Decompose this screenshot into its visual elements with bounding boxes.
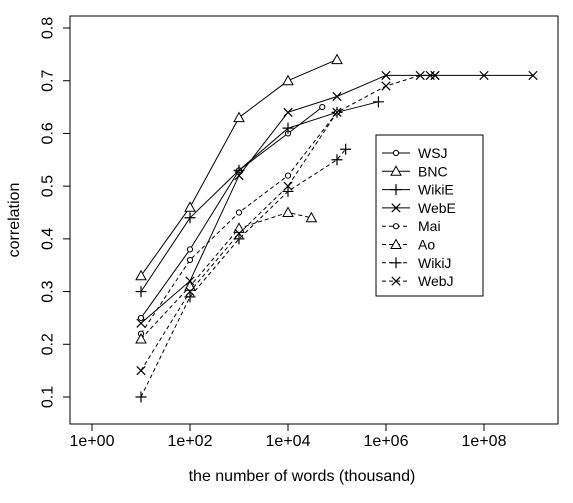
data-point xyxy=(233,111,245,123)
legend-label: WikiE xyxy=(418,182,454,198)
legend: WSJ BNC WikiE WebE Mai Ao WikiJ WebJ xyxy=(375,134,484,297)
y-tick-label: 0.2 xyxy=(40,333,57,355)
data-point xyxy=(235,209,243,216)
x-tick-label: 1e+00 xyxy=(70,433,115,450)
data-point xyxy=(233,233,245,245)
data-point xyxy=(185,286,195,297)
data-point xyxy=(430,70,440,81)
legend-label: WebE xyxy=(418,200,456,216)
legend-marker xyxy=(392,149,400,157)
legend-label: BNC xyxy=(418,163,448,179)
data-point xyxy=(284,172,292,179)
data-point xyxy=(184,291,196,303)
data-point xyxy=(319,103,326,111)
data-point xyxy=(186,246,194,253)
data-point xyxy=(305,211,318,223)
x-tick-label: 1e+02 xyxy=(168,433,213,450)
x-axis-title: the number of words (thousand) xyxy=(189,468,416,485)
data-point xyxy=(340,143,352,155)
legend-box xyxy=(375,134,484,297)
series-webj xyxy=(136,70,440,376)
series-bnc xyxy=(135,53,343,281)
data-point xyxy=(332,107,342,117)
legend-marker xyxy=(391,276,401,286)
x-tick-label: 1e+04 xyxy=(266,433,311,450)
data-point xyxy=(135,332,147,344)
series-line xyxy=(140,101,379,292)
data-point xyxy=(186,256,194,264)
data-point xyxy=(234,228,244,239)
y-axis-title: correlation xyxy=(6,183,23,258)
data-point xyxy=(425,70,435,81)
legend-marker xyxy=(390,257,402,269)
x-tick-label: 1e+06 xyxy=(364,433,409,450)
y-tick-label: 0.3 xyxy=(40,280,57,302)
y-tick-label: 0.6 xyxy=(40,122,57,144)
series-ao xyxy=(135,206,318,344)
data-point xyxy=(136,366,146,376)
data-point xyxy=(135,286,147,298)
data-point xyxy=(282,122,294,134)
y-tick-label: 0.5 xyxy=(40,175,57,197)
y-axis: 0.1 0.2 0.3 0.4 0.5 0.6 0.7 0.8 xyxy=(40,17,71,408)
legend-marker xyxy=(390,165,402,176)
legend-label: WSJ xyxy=(418,145,448,161)
series-line xyxy=(140,211,312,340)
data-point xyxy=(184,212,196,224)
y-tick-label: 0.4 xyxy=(40,228,57,250)
data-point xyxy=(331,53,343,65)
legend-marker xyxy=(392,223,400,230)
data-point xyxy=(283,181,293,191)
series-wikij xyxy=(135,143,352,403)
data-point xyxy=(381,81,391,91)
data-point xyxy=(234,170,244,181)
data-point xyxy=(332,91,342,102)
series-line xyxy=(140,148,346,398)
x-axis: 1e+00 1e+02 1e+04 1e+06 1e+08 xyxy=(70,423,507,450)
legend-label: WebJ xyxy=(418,273,454,289)
data-point xyxy=(372,96,384,108)
data-point xyxy=(135,391,147,403)
data-point xyxy=(184,280,196,291)
data-point xyxy=(282,74,294,86)
legend-label: Ao xyxy=(418,237,435,253)
data-point xyxy=(184,201,196,212)
legend-label: WikiJ xyxy=(418,255,451,271)
legend-marker xyxy=(390,184,402,196)
data-point xyxy=(136,318,146,328)
data-point xyxy=(137,314,145,322)
series-line xyxy=(140,106,323,319)
y-tick-label: 0.8 xyxy=(40,17,57,39)
data-point xyxy=(331,154,343,166)
data-point xyxy=(415,70,425,81)
data-point xyxy=(479,70,489,81)
legend-label: Mai xyxy=(418,218,441,234)
legend-marker xyxy=(391,203,401,213)
series-wsj xyxy=(137,103,326,322)
y-tick-label: 0.7 xyxy=(40,69,57,91)
data-point xyxy=(282,185,294,197)
legend-marker xyxy=(390,238,402,249)
series-wikie xyxy=(135,96,384,298)
data-point xyxy=(135,269,147,281)
data-point xyxy=(282,206,294,217)
data-point xyxy=(381,70,391,81)
x-tick-label: 1e+08 xyxy=(462,433,507,450)
series-layer xyxy=(135,53,538,403)
y-tick-label: 0.1 xyxy=(40,386,57,408)
data-point xyxy=(233,222,245,233)
data-point xyxy=(283,107,293,117)
data-point xyxy=(528,70,538,81)
